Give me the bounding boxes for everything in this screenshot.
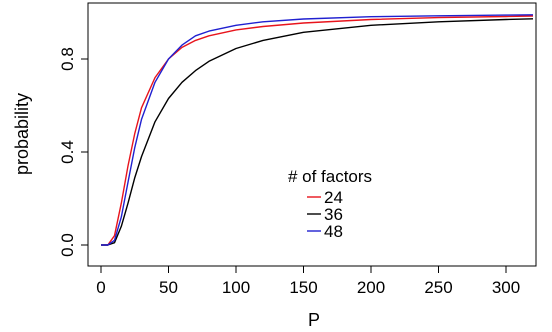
x-tick-label: 50 bbox=[159, 278, 178, 297]
x-tick-label: 250 bbox=[424, 278, 452, 297]
legend-label-48: 48 bbox=[324, 222, 343, 241]
y-axis-label: probability bbox=[12, 93, 32, 175]
series-layer bbox=[101, 14, 534, 246]
y-tick-label: 0.8 bbox=[58, 47, 77, 71]
x-tick-label: 300 bbox=[492, 278, 520, 297]
x-tick-label: 100 bbox=[222, 278, 250, 297]
x-tick-label: 0 bbox=[96, 278, 105, 297]
x-axis: 0 50 100 150 200 250 300 bbox=[96, 265, 520, 297]
plot-frame bbox=[87, 2, 537, 267]
series-line-48 bbox=[101, 14, 534, 246]
legend-label-36: 36 bbox=[324, 205, 343, 224]
y-tick-label: 0.0 bbox=[58, 233, 77, 257]
x-tick-label: 150 bbox=[289, 278, 317, 297]
series-line-36 bbox=[101, 18, 534, 246]
legend-title: # of factors bbox=[288, 167, 372, 186]
y-axis: 0.0 0.4 0.8 bbox=[58, 47, 89, 257]
legend-label-24: 24 bbox=[324, 188, 343, 207]
x-axis-label: P bbox=[308, 310, 320, 330]
series-line-24 bbox=[101, 15, 534, 246]
y-tick-label: 0.4 bbox=[58, 140, 77, 164]
x-tick-label: 200 bbox=[357, 278, 385, 297]
